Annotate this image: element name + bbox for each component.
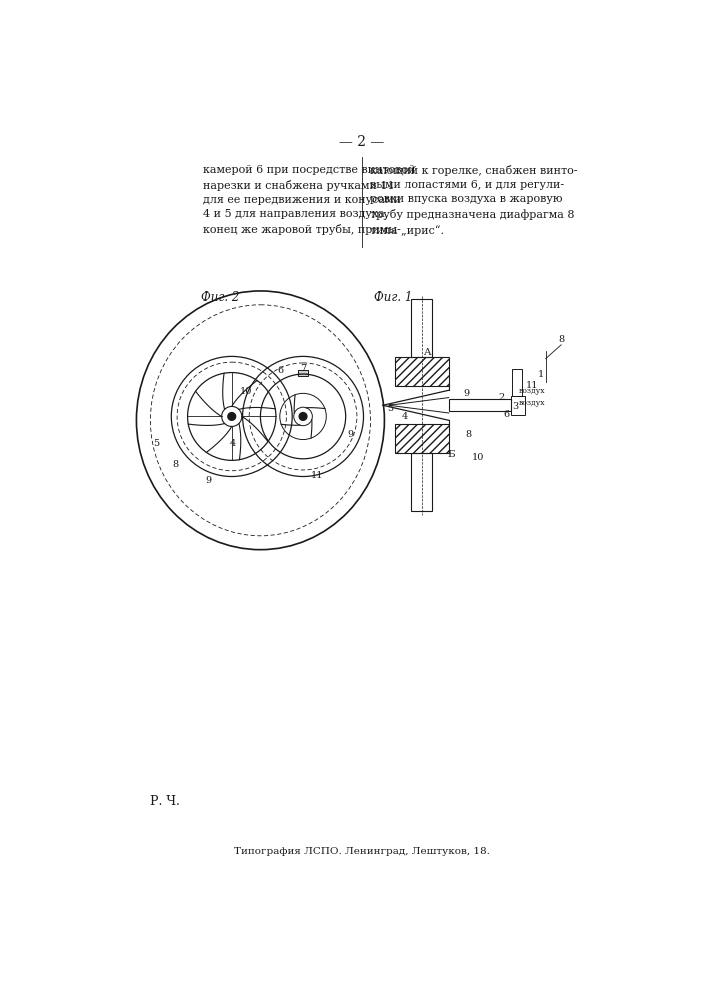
Text: воздух: воздух (518, 387, 545, 395)
Text: 5: 5 (387, 404, 394, 413)
Bar (298, 370, 308, 376)
Text: 1: 1 (538, 370, 544, 379)
Text: Р. Ч.: Р. Ч. (151, 795, 180, 808)
Text: Фиг. 2: Фиг. 2 (201, 291, 239, 304)
Text: 11: 11 (311, 471, 323, 480)
Text: 4: 4 (229, 439, 235, 448)
Text: 8: 8 (465, 430, 471, 439)
Bar (395, 424, 449, 453)
Bar (395, 357, 449, 386)
Text: камерой 6 при посредстве винтовой
нарезки и снабжена ручками 11
для ее передвиже: камерой 6 при посредстве винтовой нарезк… (203, 165, 416, 235)
Text: воздух: воздух (518, 399, 545, 407)
Text: 6: 6 (504, 410, 510, 419)
Text: Б: Б (448, 450, 455, 459)
Bar (510, 396, 525, 415)
Text: A: A (423, 348, 431, 357)
Text: 9: 9 (347, 430, 354, 439)
Text: 7: 7 (300, 364, 306, 373)
Bar (449, 399, 510, 411)
Text: 9: 9 (464, 389, 469, 398)
Text: 6: 6 (278, 366, 284, 375)
Text: 10: 10 (472, 453, 484, 462)
Text: 8: 8 (172, 460, 178, 469)
Text: Фиг. 1: Фиг. 1 (373, 291, 412, 304)
Text: 3: 3 (513, 402, 518, 411)
Bar (411, 299, 433, 357)
Text: 4: 4 (402, 412, 408, 421)
Text: 8: 8 (558, 335, 564, 344)
Text: 10: 10 (240, 387, 252, 396)
Text: — 2 —: — 2 — (339, 135, 385, 149)
Text: Типография ЛСПО. Ленинград, Лештуков, 18.: Типография ЛСПО. Ленинград, Лештуков, 18… (234, 847, 490, 856)
Bar (411, 453, 433, 511)
Text: 9: 9 (206, 476, 211, 485)
Circle shape (299, 413, 307, 420)
Text: 2: 2 (498, 393, 505, 402)
Circle shape (228, 413, 235, 420)
Text: 5: 5 (153, 439, 160, 448)
Text: 11: 11 (525, 381, 538, 390)
Text: кающий к горелке, снабжен винто-
выми лопастями 6, и для регули-
ровки впуска во: кающий к горелке, снабжен винто- выми ло… (370, 165, 577, 236)
Bar (513, 369, 522, 396)
